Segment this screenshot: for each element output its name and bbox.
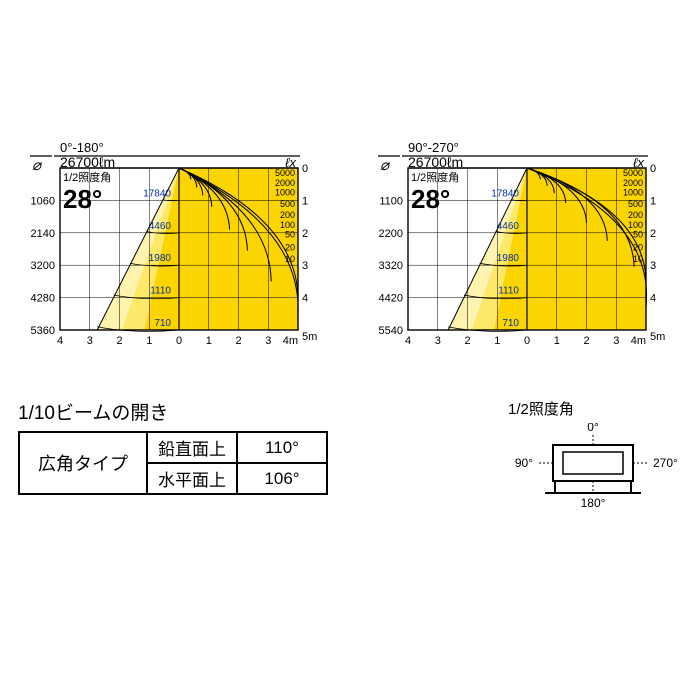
svg-text:5m: 5m bbox=[650, 331, 665, 343]
svg-text:⌀: ⌀ bbox=[32, 157, 43, 174]
chart-0-180: 0°-180°26700ℓmℓx⌀1/2照度角28°10602140320042… bbox=[18, 140, 334, 350]
svg-text:0: 0 bbox=[650, 163, 656, 175]
svg-text:2: 2 bbox=[650, 228, 656, 240]
beam-plane-0: 鉛直面上 bbox=[147, 432, 237, 463]
svg-text:4420: 4420 bbox=[379, 293, 403, 305]
svg-text:28°: 28° bbox=[63, 184, 102, 214]
svg-text:3: 3 bbox=[302, 260, 308, 272]
half-angle-diagram-title: 1/2照度角 bbox=[508, 398, 678, 419]
svg-text:4460: 4460 bbox=[497, 221, 520, 232]
svg-text:100: 100 bbox=[628, 220, 643, 230]
svg-text:⌀: ⌀ bbox=[380, 157, 391, 174]
svg-text:10: 10 bbox=[285, 254, 295, 264]
svg-text:4m: 4m bbox=[283, 335, 298, 347]
svg-text:1100: 1100 bbox=[379, 195, 403, 207]
light-distribution-chart: 0°-180°26700ℓmℓx⌀1/2照度角28°10602140320042… bbox=[18, 140, 334, 350]
svg-text:1060: 1060 bbox=[31, 195, 55, 207]
svg-text:17840: 17840 bbox=[491, 188, 519, 199]
svg-text:270°: 270° bbox=[653, 456, 678, 470]
svg-text:3: 3 bbox=[613, 335, 619, 347]
svg-text:90°-270°: 90°-270° bbox=[408, 140, 459, 155]
svg-text:710: 710 bbox=[154, 318, 171, 329]
svg-text:1: 1 bbox=[206, 335, 212, 347]
beam-angle-0: 110° bbox=[237, 432, 327, 463]
svg-text:500: 500 bbox=[628, 199, 643, 209]
svg-text:1980: 1980 bbox=[149, 253, 172, 264]
svg-text:3200: 3200 bbox=[31, 260, 55, 272]
beam-angle-1: 106° bbox=[237, 463, 327, 494]
svg-text:5360: 5360 bbox=[31, 325, 55, 337]
svg-text:710: 710 bbox=[502, 318, 519, 329]
svg-text:1: 1 bbox=[554, 335, 560, 347]
svg-text:50: 50 bbox=[285, 230, 295, 240]
svg-text:200: 200 bbox=[280, 210, 295, 220]
chart-90-270: 90°-270°26700ℓmℓx⌀1/2照度角28°1100220033204… bbox=[366, 140, 682, 350]
svg-text:3: 3 bbox=[265, 335, 271, 347]
svg-text:0: 0 bbox=[524, 335, 530, 347]
svg-text:20: 20 bbox=[633, 243, 643, 253]
svg-text:26700ℓm: 26700ℓm bbox=[60, 154, 115, 170]
beam-spread-table: 広角タイプ 鉛直面上 110° 水平面上 106° bbox=[18, 431, 328, 495]
svg-text:1: 1 bbox=[146, 335, 152, 347]
svg-text:4: 4 bbox=[405, 335, 411, 347]
svg-text:2000: 2000 bbox=[623, 178, 643, 188]
svg-text:0: 0 bbox=[176, 335, 182, 347]
svg-text:90°: 90° bbox=[515, 456, 533, 470]
svg-text:1000: 1000 bbox=[623, 188, 643, 198]
svg-text:4: 4 bbox=[650, 293, 656, 305]
svg-text:4m: 4m bbox=[631, 335, 646, 347]
svg-text:5000: 5000 bbox=[275, 168, 295, 178]
svg-text:1980: 1980 bbox=[497, 253, 520, 264]
svg-text:17840: 17840 bbox=[143, 188, 171, 199]
svg-text:1: 1 bbox=[302, 195, 308, 207]
svg-text:4: 4 bbox=[57, 335, 63, 347]
svg-text:4280: 4280 bbox=[31, 293, 55, 305]
svg-text:50: 50 bbox=[633, 230, 643, 240]
svg-text:500: 500 bbox=[280, 199, 295, 209]
svg-text:4460: 4460 bbox=[149, 221, 172, 232]
svg-text:100: 100 bbox=[280, 220, 295, 230]
svg-text:1/2照度角: 1/2照度角 bbox=[411, 170, 459, 184]
svg-text:3: 3 bbox=[87, 335, 93, 347]
svg-text:2: 2 bbox=[235, 335, 241, 347]
svg-text:0°: 0° bbox=[587, 423, 599, 434]
svg-text:0°-180°: 0°-180° bbox=[60, 140, 104, 155]
beam-plane-1: 水平面上 bbox=[147, 463, 237, 494]
svg-text:4: 4 bbox=[302, 293, 308, 305]
svg-text:1110: 1110 bbox=[498, 286, 519, 297]
svg-text:28°: 28° bbox=[411, 184, 450, 214]
svg-text:1: 1 bbox=[650, 195, 656, 207]
svg-text:1: 1 bbox=[494, 335, 500, 347]
half-angle-diagram: 1/2照度角 0° 270° 180° 90° bbox=[508, 398, 678, 518]
svg-text:2140: 2140 bbox=[31, 228, 55, 240]
beam-type-label: 広角タイプ bbox=[19, 432, 147, 494]
svg-text:5m: 5m bbox=[302, 331, 317, 343]
light-distribution-chart: 90°-270°26700ℓmℓx⌀1/2照度角28°1100220033204… bbox=[366, 140, 682, 350]
svg-text:2000: 2000 bbox=[275, 178, 295, 188]
svg-text:3: 3 bbox=[650, 260, 656, 272]
svg-text:2: 2 bbox=[302, 228, 308, 240]
svg-text:10: 10 bbox=[633, 254, 643, 264]
svg-text:20: 20 bbox=[285, 243, 295, 253]
svg-text:3320: 3320 bbox=[379, 260, 403, 272]
svg-text:2200: 2200 bbox=[379, 228, 403, 240]
svg-text:3: 3 bbox=[435, 335, 441, 347]
svg-text:200: 200 bbox=[628, 210, 643, 220]
svg-text:1000: 1000 bbox=[275, 188, 295, 198]
svg-text:2: 2 bbox=[583, 335, 589, 347]
svg-text:0: 0 bbox=[302, 163, 308, 175]
svg-text:1110: 1110 bbox=[150, 286, 171, 297]
svg-text:1/2照度角: 1/2照度角 bbox=[63, 170, 111, 184]
svg-text:180°: 180° bbox=[581, 496, 606, 510]
svg-text:2: 2 bbox=[116, 335, 122, 347]
svg-text:26700ℓm: 26700ℓm bbox=[408, 154, 463, 170]
svg-text:5000: 5000 bbox=[623, 168, 643, 178]
half-angle-diagram-svg: 0° 270° 180° 90° bbox=[508, 423, 678, 518]
svg-text:5540: 5540 bbox=[379, 325, 403, 337]
svg-text:2: 2 bbox=[464, 335, 470, 347]
